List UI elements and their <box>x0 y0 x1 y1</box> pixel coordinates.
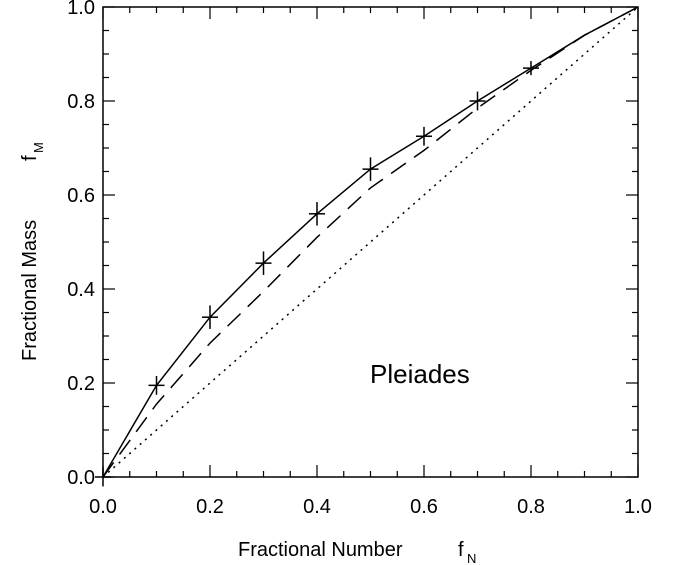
y-tick-label: 0.4 <box>67 279 95 301</box>
y-tick-label: 1.0 <box>67 0 95 19</box>
x-axis-label: Fractional Number <box>238 539 403 561</box>
y-tick-label: 0.2 <box>67 373 95 395</box>
x-tick-label: 1.0 <box>624 496 652 518</box>
tick-labels: 0.0 0.2 0.4 0.6 0.8 1.0 0.0 0.2 0.4 0.6 0.8 1.0 <box>67 0 652 518</box>
series-dotted-line <box>102 6 639 478</box>
y-axis-subscript: M <box>31 142 46 153</box>
y-tick-label: 0.0 <box>67 467 95 489</box>
y-axis-label: Fractional Mass <box>19 220 41 361</box>
x-tick-label: 0.2 <box>196 496 224 518</box>
x-tick-label: 0.8 <box>517 496 545 518</box>
axis-ticks <box>102 6 639 478</box>
x-tick-label: 0.0 <box>89 496 117 518</box>
y-tick-label: 0.8 <box>67 91 95 113</box>
errorbar-layer <box>95 61 539 487</box>
series-layer <box>102 6 639 478</box>
x-tick-label: 0.4 <box>303 496 331 518</box>
x-axis-subscript: N <box>467 551 476 565</box>
series-dashed-line <box>102 6 639 478</box>
x-axis-symbol: f <box>458 539 464 561</box>
annotation-pleiades: Pleiades <box>370 359 470 389</box>
x-tick-label: 0.6 <box>410 496 438 518</box>
y-tick-label: 0.6 <box>67 185 95 207</box>
y-axis-symbol: f <box>19 155 41 161</box>
